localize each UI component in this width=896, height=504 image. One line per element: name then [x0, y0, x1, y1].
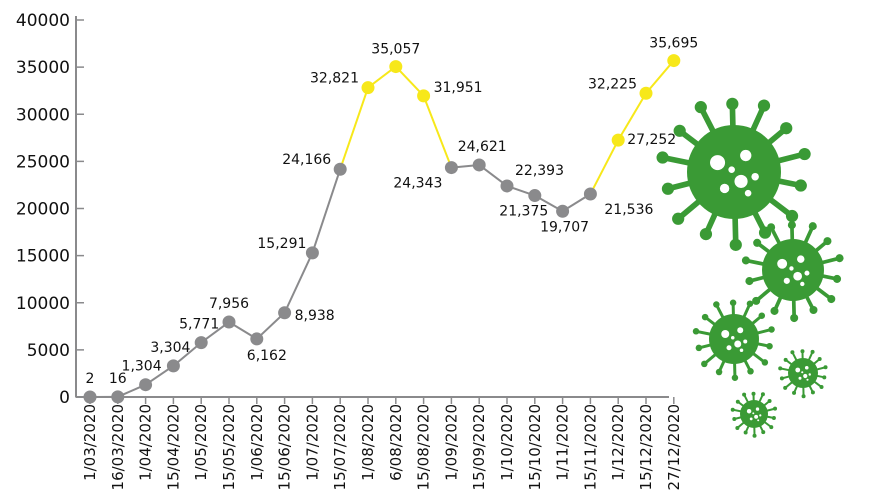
- data-point: [333, 162, 347, 176]
- x-tick-label: 15/12/2020: [637, 404, 655, 490]
- line-segment: [645, 59, 675, 94]
- line-segment: [422, 95, 453, 168]
- x-tick-label: 15/09/2020: [470, 404, 488, 490]
- data-point: [556, 204, 570, 218]
- virus-icon: [741, 221, 844, 323]
- x-tick-label: 15/08/2020: [415, 404, 433, 490]
- x-tick-label: 15/05/2020: [220, 404, 238, 490]
- virus-icon: [778, 349, 828, 399]
- axes: 0 5000 10000 15000 20000 25000 30000 35000 40000…: [16, 11, 683, 490]
- x-tick-label: 1/03/2020: [81, 404, 99, 481]
- line-segment: [339, 87, 369, 170]
- x-tick-label: 1/12/2020: [609, 404, 627, 481]
- x-tick-label: 27/12/2020: [665, 404, 683, 490]
- x-tick-label: 15/11/2020: [581, 404, 599, 490]
- data-point: [222, 315, 236, 329]
- x-tick-label: 1/09/2020: [442, 404, 460, 481]
- x-tick-label: 16/03/2020: [109, 404, 127, 490]
- data-label: 5,771: [179, 317, 219, 333]
- data-label: 32,821: [310, 71, 359, 87]
- data-label: 35,695: [649, 36, 698, 52]
- x-tick-label: 1/11/2020: [554, 404, 572, 481]
- data-point: [166, 359, 180, 373]
- data-label: 24,621: [458, 139, 507, 155]
- x-tick-label: 15/07/2020: [331, 404, 349, 490]
- data-point: [250, 332, 264, 346]
- data-point: [667, 54, 681, 68]
- data-label: 21,536: [604, 202, 653, 218]
- data-point: [528, 189, 542, 203]
- data-point: [194, 336, 208, 350]
- data-point: [83, 390, 97, 404]
- data-label: 24,343: [393, 176, 442, 192]
- data-point: [111, 390, 125, 404]
- x-tick-label: 1/08/2020: [359, 404, 377, 481]
- data-label: 7,956: [209, 296, 249, 312]
- x-tick-label: 1/07/2020: [303, 404, 321, 481]
- data-label: 16: [109, 371, 127, 387]
- data-label: 24,166: [282, 152, 331, 168]
- x-tick-label: 15/04/2020: [164, 404, 182, 490]
- data-label: 8,938: [295, 308, 335, 324]
- data-label: 27,252: [627, 132, 676, 148]
- x-tick-label: 6/08/2020: [387, 404, 405, 481]
- x-tick-label: 1/10/2020: [498, 404, 516, 481]
- y-tick-label: 20000: [16, 200, 70, 220]
- x-tick-label: 1/06/2020: [248, 404, 266, 481]
- y-tick-label: 30000: [16, 105, 70, 125]
- virus-decorations: [656, 97, 844, 438]
- data-label: 32,225: [588, 76, 637, 92]
- x-tick-label: 1/05/2020: [192, 404, 210, 481]
- data-label: 19,707: [540, 219, 589, 235]
- data-labels: 2 161,304 3,304 5,771 7,956 6,162 8,938 15,291 2…: [86, 36, 699, 387]
- x-tick-label: 1/04/2020: [137, 404, 155, 481]
- virus-icon: [692, 299, 775, 381]
- virus-icon: [730, 391, 778, 438]
- y-tick-label: 15000: [16, 247, 70, 267]
- data-label: 21,375: [499, 204, 548, 220]
- data-point: [611, 133, 625, 147]
- data-label: 35,057: [371, 42, 420, 58]
- virus-icon: [656, 97, 811, 251]
- data-point: [139, 378, 153, 392]
- line-segment: [283, 252, 314, 314]
- data-point: [361, 81, 375, 95]
- data-point: [444, 161, 458, 175]
- y-tick-label: 5000: [27, 341, 70, 361]
- y-tick-label: 35000: [16, 58, 70, 78]
- y-tick-label: 0: [59, 388, 70, 408]
- line-segment: [617, 92, 647, 141]
- data-point: [389, 60, 403, 74]
- data-point: [417, 89, 431, 103]
- y-tick-label: 25000: [16, 152, 70, 172]
- data-label: 2: [86, 371, 95, 387]
- data-label: 31,951: [434, 80, 483, 96]
- line-segment: [311, 168, 342, 254]
- x-tick-label: 15/10/2020: [526, 404, 544, 490]
- data-label: 15,291: [257, 236, 306, 252]
- data-point: [583, 187, 597, 201]
- data-label: 3,304: [150, 340, 190, 356]
- data-point: [639, 86, 653, 100]
- data-point: [472, 158, 486, 172]
- data-label: 22,393: [515, 163, 564, 179]
- data-points: [83, 54, 681, 404]
- data-label: 6,162: [247, 348, 287, 364]
- y-tick-label: 40000: [16, 11, 70, 31]
- y-tick-label: 10000: [16, 294, 70, 314]
- line-segment: [395, 65, 425, 97]
- x-tick-label: 15/06/2020: [276, 404, 294, 490]
- line-segment: [589, 139, 620, 195]
- data-label: 1,304: [122, 359, 162, 375]
- data-point: [500, 179, 514, 193]
- data-point: [278, 306, 292, 320]
- data-point: [305, 246, 319, 260]
